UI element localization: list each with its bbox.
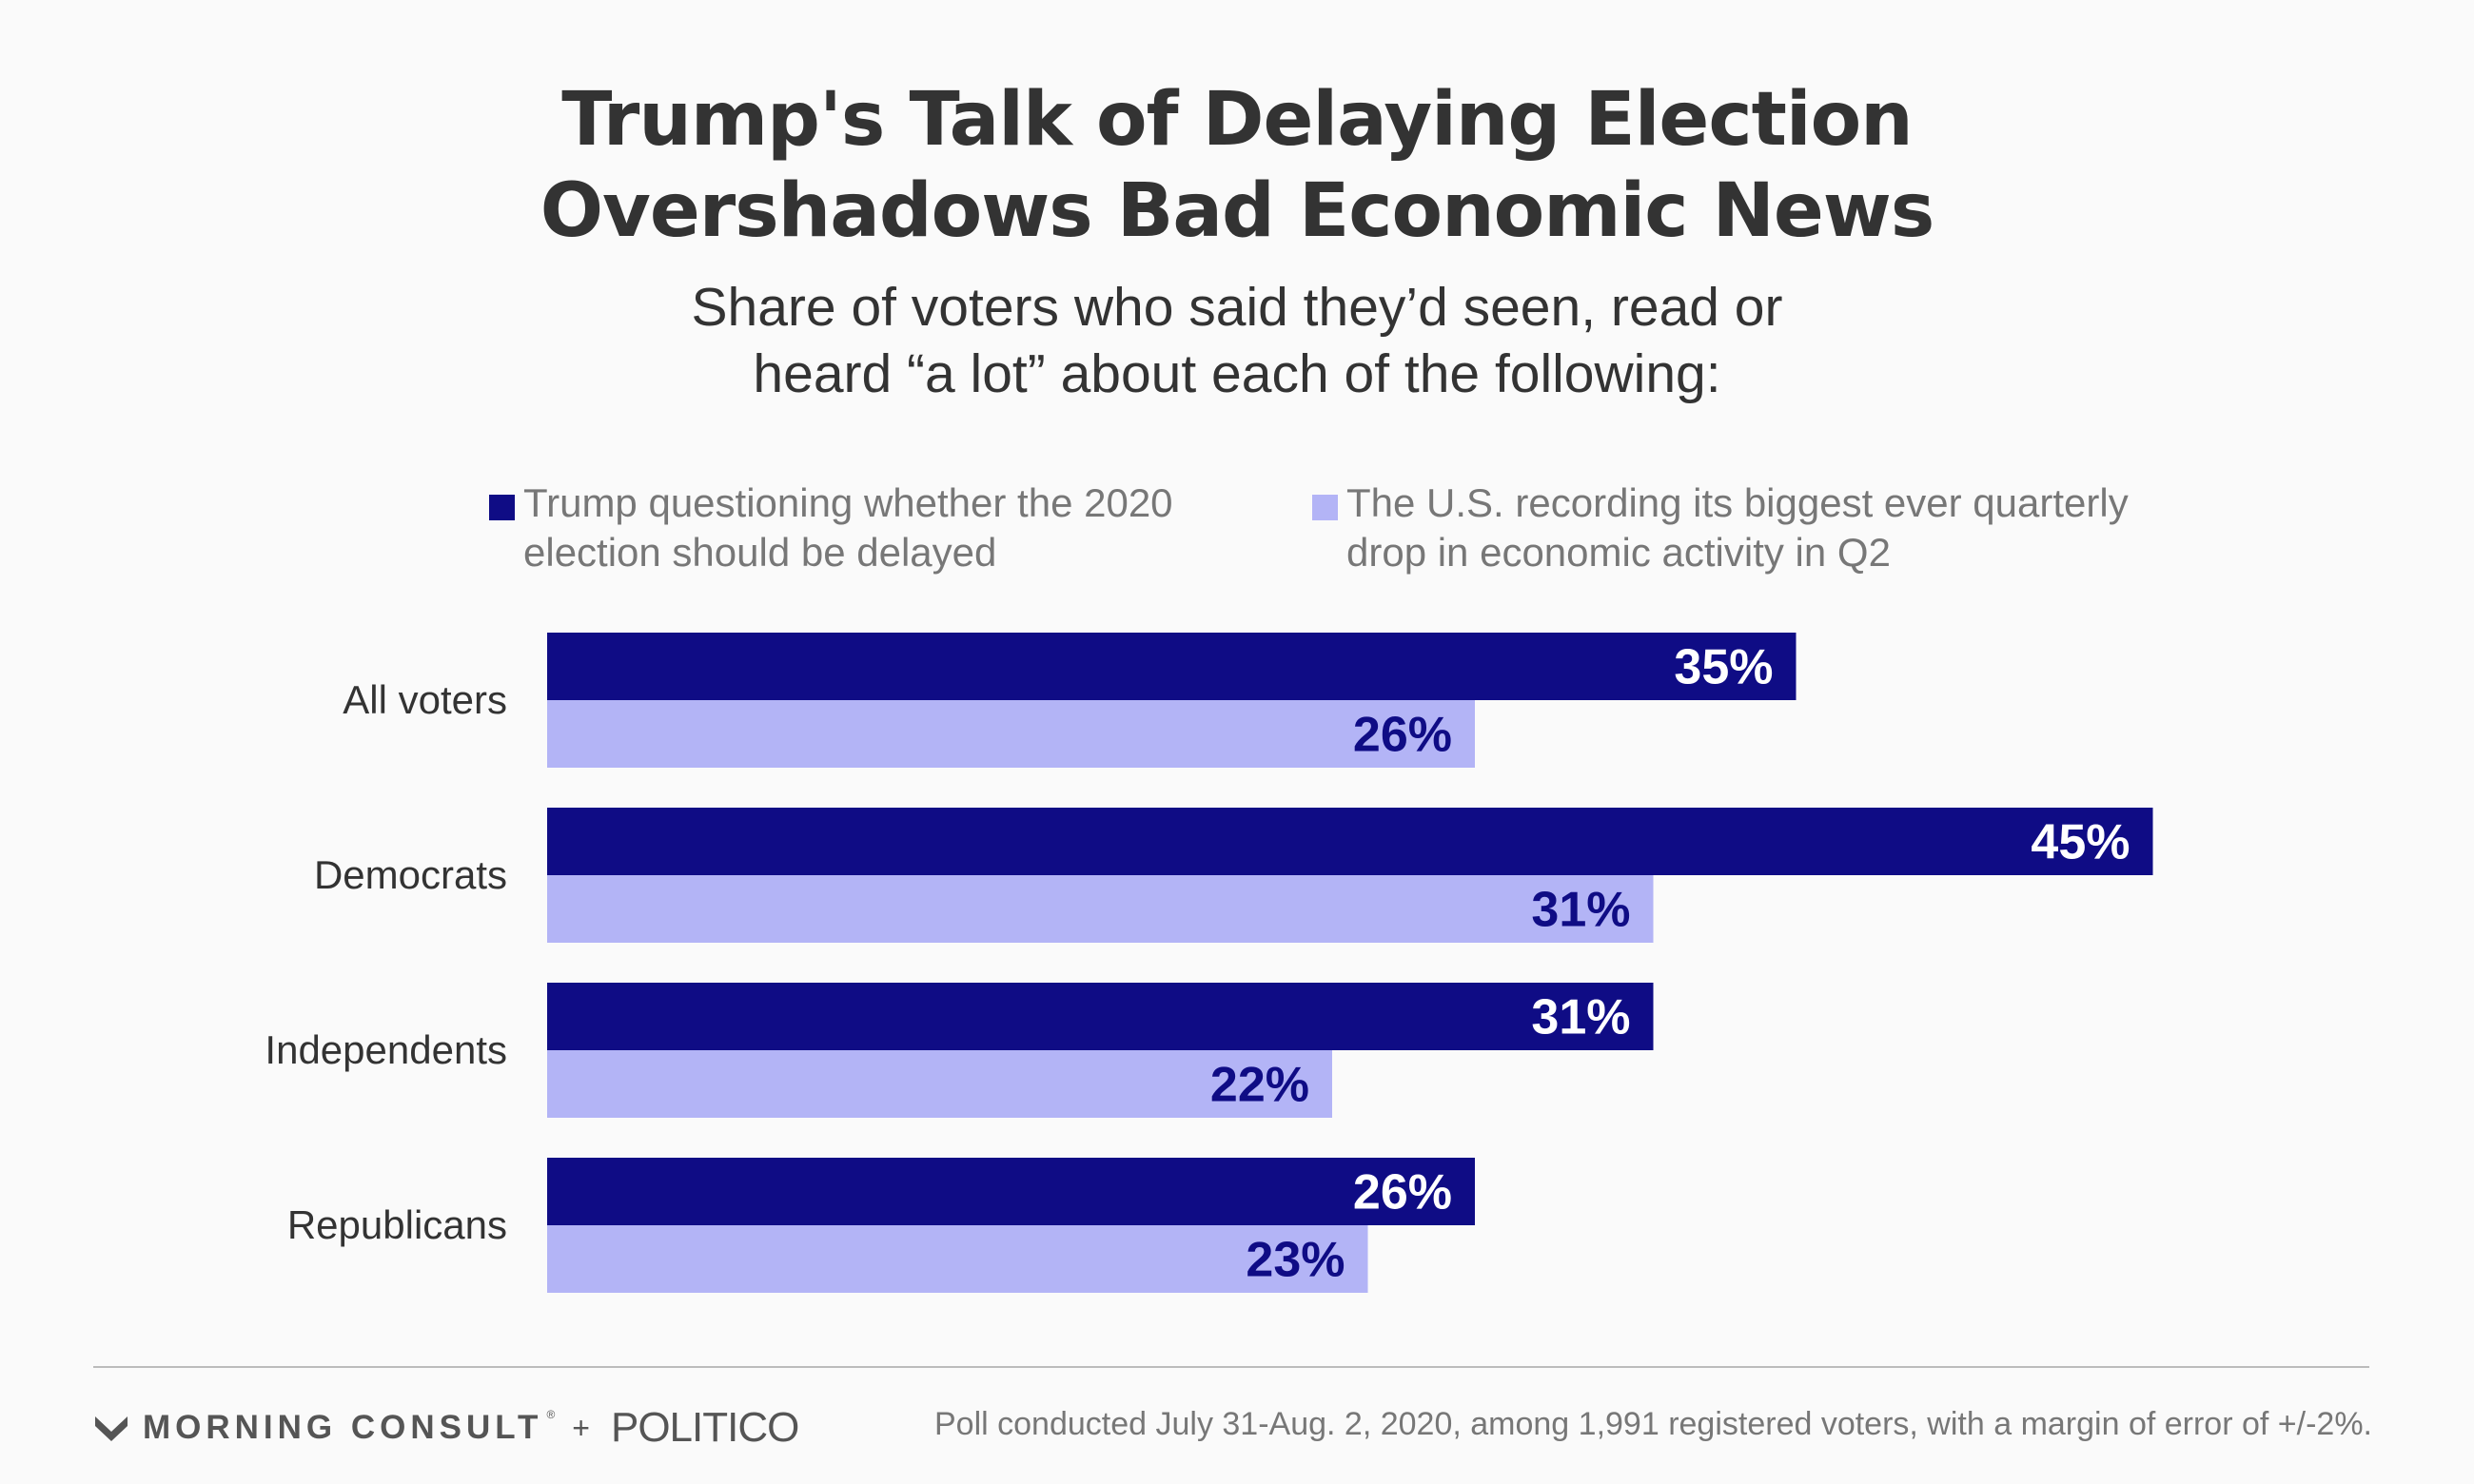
chart-subtitle-line: Share of voters who said they’d seen, re… (691, 277, 1783, 338)
bar-economic-drop (547, 1225, 1368, 1293)
legend-label-line: The U.S. recording its biggest ever quar… (1346, 480, 2129, 525)
legend-label: Trump questioning whether the 2020 elect… (523, 478, 1173, 577)
bar-value-label: 22% (1210, 1058, 1309, 1113)
morning-consult-logo-icon (95, 1416, 128, 1441)
source-note: Poll conducted July 31-Aug. 2, 2020, amo… (934, 1406, 2372, 1442)
bar-value-label: 23% (1246, 1233, 1345, 1288)
legend-item-election-delay: Trump questioning whether the 2020 elect… (489, 478, 1173, 577)
bar-election-delay (547, 983, 1654, 1050)
bar-election-delay (547, 1158, 1475, 1225)
chart-title-line: Trump's Talk of Delaying Election (561, 77, 1913, 163)
bar-economic-drop (547, 1050, 1332, 1118)
chart-title: Trump's Talk of Delaying Election Oversh… (0, 74, 2474, 257)
category-label: All voters (343, 677, 507, 722)
brand-morning-consult: MORNING CONSULT (143, 1409, 543, 1446)
bar-election-delay (547, 808, 2153, 875)
legend-label-line: drop in economic activity in Q2 (1346, 530, 1891, 575)
bar-value-label: 31% (1531, 990, 1630, 1045)
legend-swatch-dark (489, 495, 515, 520)
bar-value-label: 35% (1674, 640, 1773, 695)
category-label: Republicans (287, 1202, 507, 1247)
footer-divider (93, 1366, 2369, 1368)
registered-mark: ® (546, 1408, 556, 1421)
legend-item-economic-drop: The U.S. recording its biggest ever quar… (1312, 478, 2129, 577)
bar-economic-drop (547, 875, 1654, 943)
bar-value-label: 31% (1531, 883, 1630, 938)
bar-election-delay (547, 633, 1797, 700)
legend-swatch-light (1312, 495, 1338, 520)
category-label: Independents (265, 1027, 507, 1072)
brand-plus: + (572, 1410, 590, 1445)
brand-politico: POLITICO (610, 1404, 799, 1451)
chart-title-line: Overshadows Bad Economic News (540, 168, 1935, 254)
bar-value-label: 26% (1353, 1165, 1452, 1220)
bar-value-label: 45% (2031, 815, 2130, 870)
legend-label: The U.S. recording its biggest ever quar… (1346, 478, 2129, 577)
legend-label-line: Trump questioning whether the 2020 (523, 480, 1173, 525)
bar-economic-drop (547, 700, 1475, 768)
bar-value-label: 26% (1353, 708, 1452, 763)
chart-subtitle: Share of voters who said they’d seen, re… (0, 274, 2474, 407)
brand-logos: MORNING CONSULT ® + POLITICO (93, 1404, 799, 1452)
category-label: Democrats (314, 852, 507, 897)
chart-subtitle-line: heard “a lot” about each of the followin… (753, 343, 1721, 404)
legend-label-line: election should be delayed (523, 530, 997, 575)
